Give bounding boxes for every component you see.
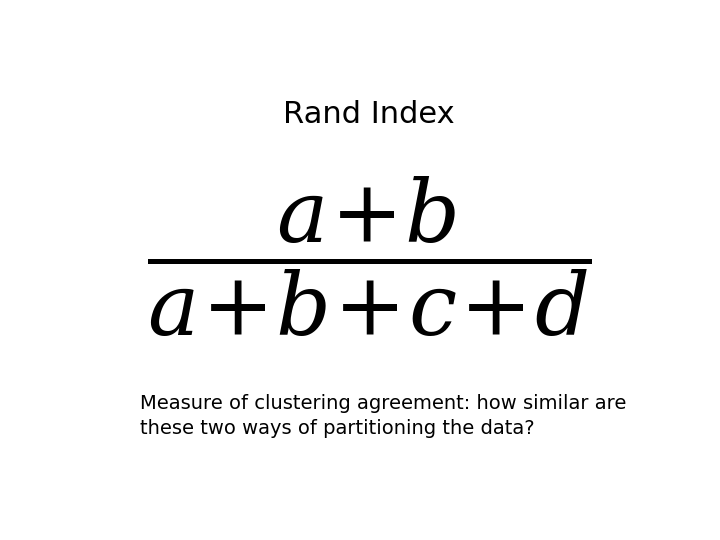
- Text: Rand Index: Rand Index: [283, 100, 455, 129]
- Text: these two ways of partitioning the data?: these two ways of partitioning the data?: [140, 419, 535, 438]
- Text: $\dfrac{a\!+\!b}{a\!+\!b\!+\!c\!+\!d}$: $\dfrac{a\!+\!b}{a\!+\!b\!+\!c\!+\!d}$: [147, 174, 591, 339]
- Text: Measure of clustering agreement: how similar are: Measure of clustering agreement: how sim…: [140, 394, 626, 413]
